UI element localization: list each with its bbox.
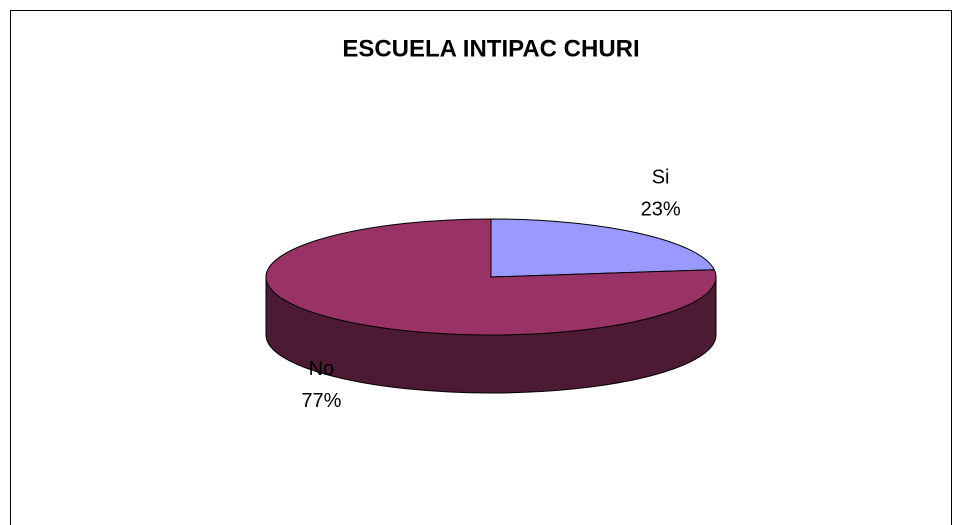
slice-value-label: 23% — [641, 199, 681, 221]
slice-label: No — [309, 358, 335, 380]
pie-slice — [265, 218, 717, 336]
pie-slice — [490, 218, 716, 278]
slice-label: Si — [652, 167, 670, 189]
slice-value-label: 77% — [301, 390, 341, 412]
chart-title: ESCUELA INTIPAC CHURI — [342, 35, 639, 62]
